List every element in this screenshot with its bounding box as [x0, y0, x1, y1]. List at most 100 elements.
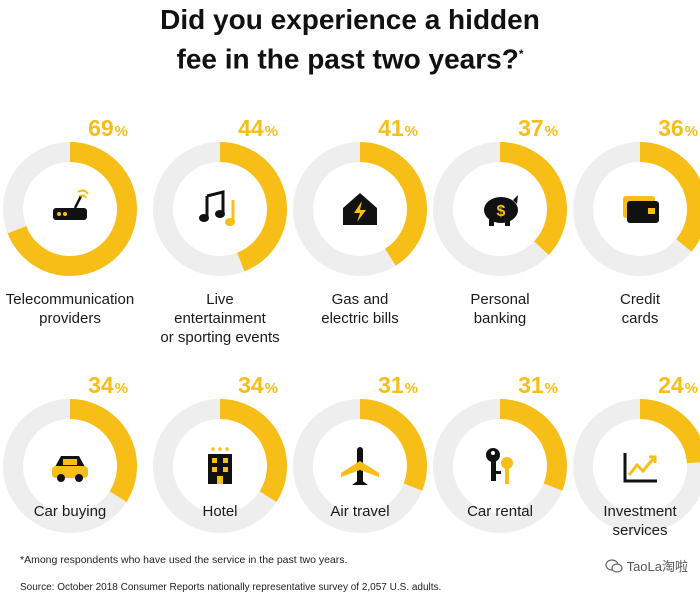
svg-text:$: $: [497, 203, 506, 220]
donut-ring: [153, 142, 287, 276]
donut-segment: [3, 399, 137, 533]
router-icon: [53, 189, 89, 220]
donut-ring: [573, 142, 700, 276]
data-label-unit: %: [264, 380, 278, 397]
watermark: TaoLa淘啦: [604, 556, 688, 575]
data-label: 31%: [378, 372, 418, 399]
donut-item: 31% Air travel: [290, 372, 430, 612]
data-label: 44%: [238, 115, 278, 142]
donut-item: 24% Investment services: [570, 372, 700, 612]
footnote: *Among respondents who have used the ser…: [20, 554, 348, 566]
data-label-unit: %: [404, 380, 418, 397]
category-label-line: banking: [473, 310, 527, 327]
category-label-line: Telecommunication: [5, 291, 135, 308]
category-label-line: cards: [621, 310, 659, 327]
category-label-line: Hotel: [202, 503, 238, 520]
airplane-icon: [341, 447, 379, 485]
title-line-2-text: fee in the past two years?: [176, 43, 519, 75]
category-label-line: Gas and: [331, 291, 389, 308]
data-label-unit: %: [684, 380, 698, 397]
investment-chart-icon: [623, 453, 657, 483]
data-label-value: 24: [658, 372, 684, 398]
category-label: Hotel: [140, 502, 300, 521]
wechat-icon: [604, 558, 623, 573]
data-label-value: 34: [238, 372, 264, 398]
data-label: 24%: [658, 372, 698, 399]
donut-segment: [3, 142, 137, 276]
category-label-line: providers: [39, 310, 101, 327]
donut-segment: [433, 142, 567, 276]
donut-item: 36% Credit cards: [570, 115, 700, 355]
category-label-line: Credit: [619, 291, 660, 308]
data-label-value: 37: [518, 115, 544, 141]
title-line-1: Did you experience a hidden: [160, 4, 540, 35]
category-label-line: or sporting events: [160, 329, 280, 346]
donut-ring: [293, 142, 427, 276]
donut-segment: [573, 399, 700, 533]
donut-item: 37% $ Personal banking: [430, 115, 570, 355]
watermark-text: TaoLa淘啦: [626, 559, 688, 574]
category-label: Car buying: [0, 502, 150, 521]
donut-segment: [573, 142, 700, 276]
piggy-bank-icon: $: [484, 195, 518, 226]
category-label: Credit cards: [560, 290, 700, 328]
donut-ring: [3, 142, 137, 276]
category-label: Air travel: [280, 502, 440, 521]
donut-segment: [293, 142, 427, 276]
data-label-unit: %: [544, 123, 558, 140]
data-label: 37%: [518, 115, 558, 142]
music-notes-icon: [199, 190, 235, 226]
data-label-unit: %: [684, 123, 698, 140]
data-label: 36%: [658, 115, 698, 142]
car-icon: [52, 456, 88, 482]
data-label: 69%: [88, 115, 128, 142]
donut-item: 44% Live entertainment or sporting events: [150, 115, 290, 355]
donut-item: 31% Car rental: [430, 372, 570, 612]
source-note: Source: October 2018 Consumer Reports na…: [20, 582, 442, 593]
donut-ring: [293, 399, 427, 533]
donut-segment: [153, 399, 287, 533]
donut-segment: [153, 142, 287, 276]
donut-ring: [3, 399, 137, 533]
category-label-line: services: [612, 522, 668, 539]
category-label-line: Live: [206, 291, 234, 308]
donut-ring: [433, 142, 567, 276]
donut-item: 34% Hotel: [150, 372, 290, 612]
data-label-value: 44: [238, 115, 264, 141]
data-label: 41%: [378, 115, 418, 142]
donut-segment: [433, 399, 567, 533]
donut-ring: [573, 399, 700, 533]
donut-segment: [293, 399, 427, 533]
data-label: 31%: [518, 372, 558, 399]
data-label-unit: %: [114, 380, 128, 397]
data-label-value: 69: [88, 115, 114, 141]
donut-item: 69% Telecommunication providers: [0, 115, 140, 355]
category-label: Live entertainment or sporting events: [140, 290, 300, 347]
data-label-unit: %: [544, 380, 558, 397]
donut-ring: [153, 399, 287, 533]
category-label-line: Personal: [470, 291, 530, 308]
chart-title: Did you experience a hidden fee in the p…: [0, 2, 700, 76]
donut-item: 41% Gas and electric bills: [290, 115, 430, 355]
category-label-line: Air travel: [330, 503, 390, 520]
data-label-value: 36: [658, 115, 684, 141]
data-label: 34%: [88, 372, 128, 399]
credit-card-icon: [623, 196, 659, 223]
hotel-icon: [208, 447, 232, 484]
data-label-value: 41: [378, 115, 404, 141]
category-label-line: electric bills: [321, 310, 399, 327]
data-label-value: 34: [88, 372, 114, 398]
car-keys-icon: [486, 448, 513, 484]
category-label: Telecommunication providers: [0, 290, 150, 328]
category-label: Personal banking: [420, 290, 580, 328]
category-label: Gas and electric bills: [280, 290, 440, 328]
data-label-unit: %: [264, 123, 278, 140]
donut-item: 34% Car buying: [0, 372, 140, 612]
data-label-unit: %: [114, 123, 128, 140]
category-label: Investment services: [560, 502, 700, 540]
data-label-unit: %: [404, 123, 418, 140]
data-label-value: 31: [518, 372, 544, 398]
house-lightning-icon: [343, 193, 377, 225]
category-label-line: Car buying: [33, 503, 107, 520]
title-footnote-marker: *: [518, 47, 524, 61]
